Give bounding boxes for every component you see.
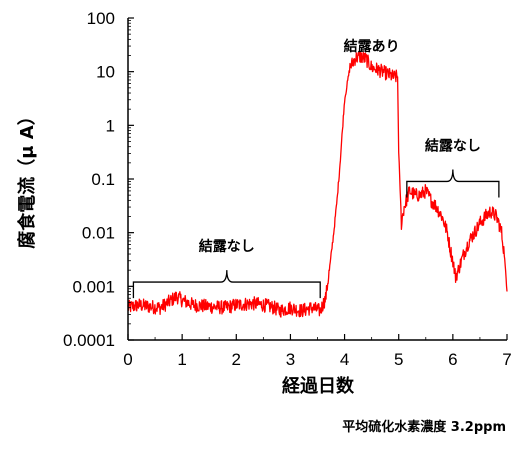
y-tick-label: 0.001	[72, 277, 115, 296]
y-tick-label: 1	[106, 116, 115, 135]
x-axis-title: 経過日数	[282, 375, 355, 397]
ticks-layer: 0.0001 0.001 0.01 0.1 1 10 100 0 1 2 3 4 5 6 7	[63, 9, 512, 369]
y-tick-label: 0.01	[82, 224, 115, 243]
annotation-label: 結露なし	[425, 137, 481, 154]
x-tick-label: 6	[448, 350, 457, 369]
x-tick-label: 3	[286, 350, 295, 369]
x-tick-label: 5	[394, 350, 403, 369]
y-axis-title: 腐食電流（μ A）	[16, 107, 38, 248]
series-line	[127, 51, 508, 318]
annotation-bracket	[132, 270, 321, 299]
y-tick-label: 0.0001	[63, 331, 115, 350]
annotation-label: 結露なし	[199, 238, 255, 255]
y-tick-label: 100	[87, 9, 115, 28]
x-tick-label: 7	[502, 350, 511, 369]
x-tick-label: 4	[340, 350, 349, 369]
annotation-bracket	[406, 169, 500, 198]
x-tick-label: 1	[177, 350, 186, 369]
y-tick-label: 10	[96, 63, 115, 82]
annotation-label: 結露あり	[344, 38, 400, 55]
concentration-note: 平均硫化水素濃度 3.2ppm	[342, 419, 506, 435]
x-tick-label: 2	[232, 350, 241, 369]
axes-layer	[127, 18, 507, 341]
y-tick-label: 0.1	[91, 170, 115, 189]
series-layer	[127, 51, 508, 318]
x-tick-label: 0	[123, 350, 132, 369]
